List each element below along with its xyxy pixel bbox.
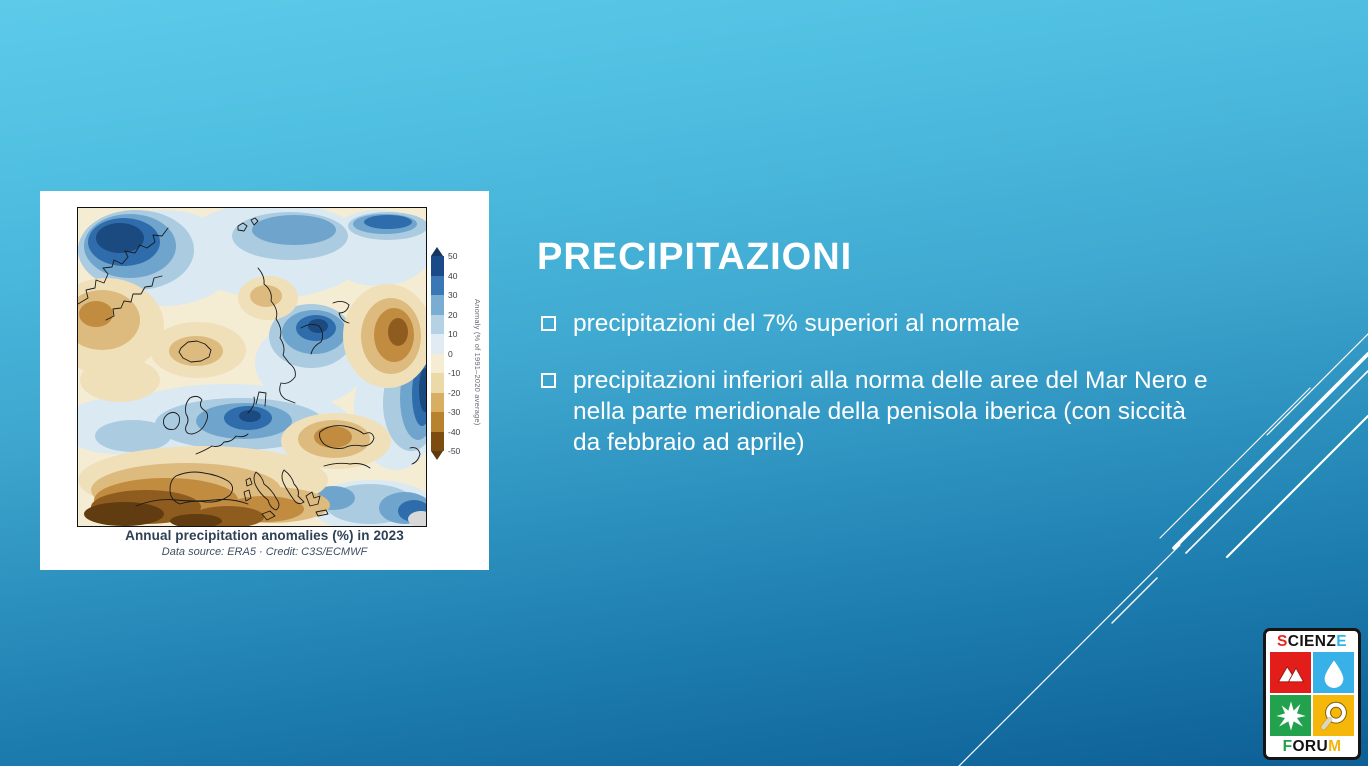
figure-caption: Annual precipitation anomalies (%) in 20… <box>125 528 404 543</box>
bullet-text: precipitazioni del 7% superiori al norma… <box>573 310 1020 337</box>
figure-credit: Data source: ERA5 · Credit: C3S/ECMWF <box>161 546 368 558</box>
water-drop-tile <box>1313 652 1354 693</box>
figure-panel: 50 40 30 20 10 0 -10 -20 -30 -40 -50 Anomaly (% of… <box>40 191 489 570</box>
colorbar-segments <box>431 256 444 451</box>
mountain-tile <box>1270 652 1311 693</box>
colorbar-ticks: 50 40 30 20 10 0 -10 -20 -30 -40 -50 <box>448 251 461 456</box>
bullet-square-icon <box>541 373 556 388</box>
bullet-list: precipitazioni del 7% superiori al norma… <box>539 308 1211 484</box>
bullet-square-icon <box>541 316 556 331</box>
magnifier-icon <box>1320 701 1347 730</box>
logo-tile-grid <box>1270 652 1354 736</box>
bullet-item: precipitazioni inferiori alla norma dell… <box>539 365 1211 458</box>
starburst-icon <box>1275 700 1306 731</box>
logo-title-top: SCIENZE <box>1277 633 1347 650</box>
scienze-forum-logo: SCIENZE FORUM <box>1263 628 1361 760</box>
colorbar: 50 40 30 20 10 0 -10 -20 -30 -40 -50 Anomaly (% of… <box>431 247 487 477</box>
colorbar-arrow-up-icon <box>431 247 443 256</box>
magnifier-tile <box>1313 695 1354 736</box>
bullet-text: precipitazioni inferiori alla norma dell… <box>573 367 1208 456</box>
europe-precipitation-map-image <box>77 207 427 527</box>
starburst-tile <box>1270 695 1311 736</box>
slide-title: PRECIPITAZIONI <box>537 236 853 278</box>
colorbar-arrow-down-icon <box>431 451 443 460</box>
water-drop-icon <box>1324 660 1343 688</box>
logo-title-bottom: FORUM <box>1282 738 1342 755</box>
mountain-icon <box>1277 665 1304 682</box>
bullet-item: precipitazioni del 7% superiori al norma… <box>539 308 1211 339</box>
colorbar-axis-label: Anomaly (% of 1991–2020 average) <box>473 298 482 426</box>
